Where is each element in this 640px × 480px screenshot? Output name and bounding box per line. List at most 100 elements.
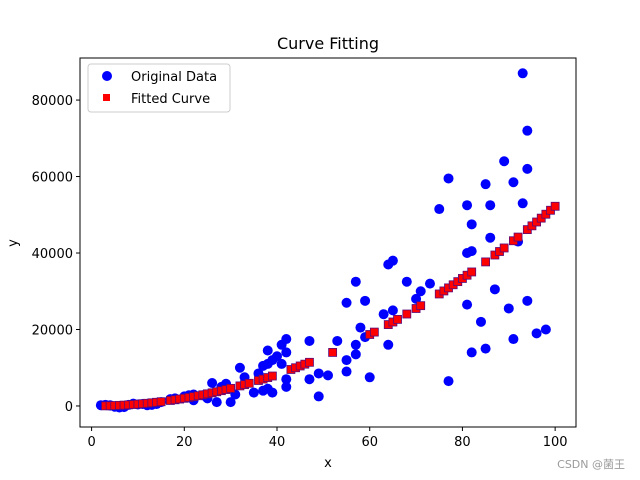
original-data-point [267,387,278,398]
original-data-point [281,381,292,392]
y-tick-label: 80000 [32,94,73,109]
original-data-point [517,68,528,79]
original-data-point [225,397,236,408]
original-data-point [466,347,477,358]
original-data-point [522,125,533,136]
original-data-point [304,335,315,346]
fitted-curve-point [499,243,509,253]
original-data-point [424,278,435,289]
legend-label-fitted: Fitted Curve [131,92,210,107]
y-axis-label: y [6,239,21,247]
x-tick-label: 100 [543,435,568,450]
original-data-point [443,376,454,387]
original-data-point [341,297,352,308]
fitted-curve-point [369,327,379,337]
original-data-point [248,387,259,398]
fitted-curve-point [481,257,491,267]
legend-label-original: Original Data [131,70,217,85]
original-data-point [462,200,473,211]
original-data-point [360,295,371,306]
original-data-point [262,345,273,356]
original-data-point [434,204,445,215]
original-data-point [443,173,454,184]
y-tick-label: 60000 [32,171,73,186]
original-data-point [378,309,389,320]
original-data-point [281,334,292,345]
original-data-point [485,200,496,211]
original-data-point [499,156,510,167]
original-data-point [517,198,528,209]
original-data-point [485,232,496,243]
original-data-point [350,339,361,350]
fitted-curve-point [550,201,560,211]
x-axis-label: x [324,456,332,471]
original-data-point [508,177,519,188]
original-data-point [332,335,343,346]
fitted-curve-point [226,383,236,393]
original-data-point [475,316,486,327]
plot-area [95,68,560,413]
fitted-curve-point [513,232,523,242]
legend-marker-original [102,71,112,81]
original-data-point [462,299,473,310]
original-data-point [466,246,477,257]
original-data-point [466,219,477,230]
original-data-point [508,334,519,345]
axes-frame [79,57,577,428]
original-data-point [415,286,426,297]
original-data-point [207,378,218,389]
original-data-point [272,351,283,362]
original-data-point [387,305,398,316]
y-tick-label: 20000 [32,323,73,338]
fitted-curve-point [467,267,477,277]
original-data-point [364,372,375,383]
fitted-curve-point [393,314,402,324]
original-data-point [387,255,398,266]
legend-box [87,63,231,113]
original-data-point [313,391,324,402]
x-tick-label: 20 [176,435,193,450]
original-data-point [211,397,222,408]
y-tick-label: 0 [65,400,73,415]
original-data-point [341,355,352,366]
original-data-point [401,276,412,287]
original-data-point [383,339,394,350]
fitted-curve-point [416,301,426,311]
original-data-point [350,276,361,287]
x-tick-label: 40 [269,435,286,450]
original-data-point [480,343,491,354]
original-data-point [350,349,361,360]
original-data-point [355,322,366,333]
original-data-point [323,370,333,381]
fitted-curve-point [244,378,254,388]
x-tick-label: 0 [87,435,95,450]
fitted-curve-point [267,371,277,381]
y-tick-label: 40000 [32,247,73,262]
original-data-point [480,179,491,190]
original-data-point [304,374,315,385]
fitted-curve-point [305,357,314,367]
legend-marker-fitted [103,94,110,101]
x-tick-label: 80 [454,435,471,450]
original-data-point [341,366,352,377]
y-axis: 0 20000 40000 60000 80000 [32,94,80,415]
watermark: CSDN @菌王 [557,458,625,471]
original-data-point [276,358,287,369]
fitted-curve-point [402,309,412,319]
chart-title: Curve Fitting [277,34,379,53]
legend: Original Data Fitted Curve [87,63,231,113]
original-data-point [503,303,514,314]
fitted-curve-point [328,348,338,357]
fitted-curve-point [156,397,166,407]
original-data-point [531,328,542,339]
original-data-point [522,163,533,174]
original-data-point [313,368,324,379]
original-data-point [489,284,500,295]
original-data-point [234,362,245,373]
original-data-point [281,374,292,385]
x-axis: 0 20 40 60 80 100 [87,427,568,450]
original-data-point [281,347,292,358]
original-data-point [540,324,551,335]
original-data-point [522,295,533,306]
